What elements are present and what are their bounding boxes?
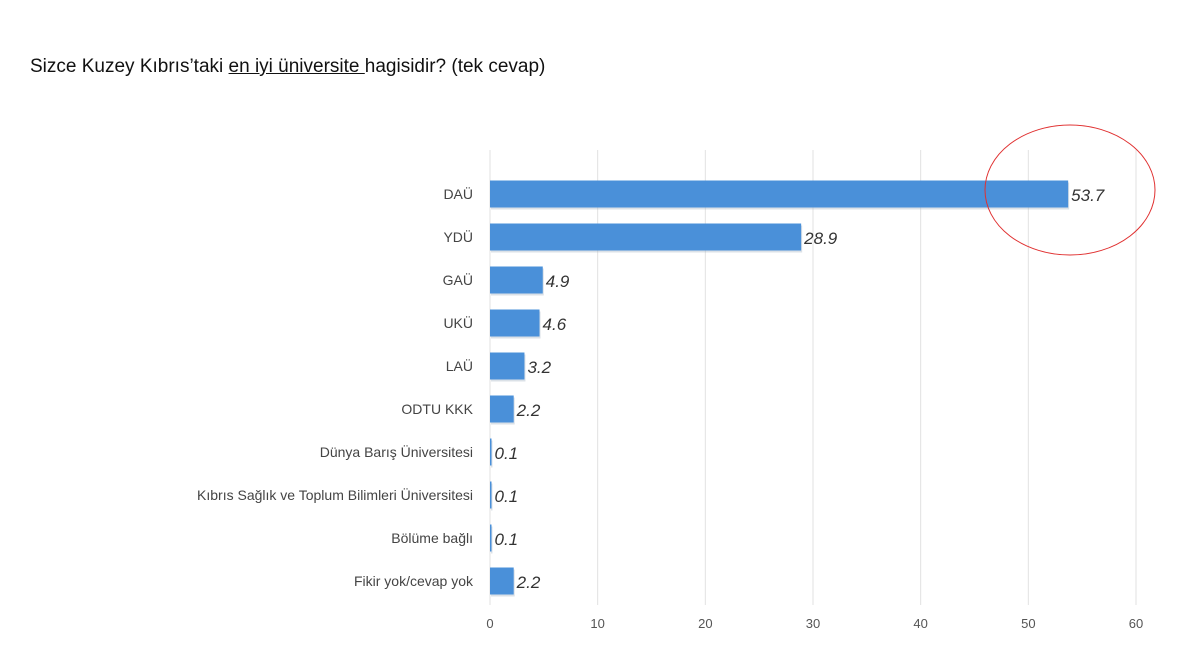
category-label: GAÜ <box>443 271 473 288</box>
data-label: 3.2 <box>527 358 551 377</box>
category-label: DAÜ <box>443 185 473 202</box>
category-label: Fikir yok/cevap yok <box>354 573 474 589</box>
data-label: 0.1 <box>495 530 519 549</box>
bar <box>490 266 543 294</box>
data-label: 28.9 <box>803 229 838 248</box>
category-label: Kıbrıs Sağlık ve Toplum Bilimleri Üniver… <box>197 486 473 503</box>
category-label: UKÜ <box>443 314 473 331</box>
x-tick-label: 0 <box>486 616 493 631</box>
data-label: 4.9 <box>546 272 570 291</box>
category-label: Dünya Barış Üniversitesi <box>320 443 473 460</box>
data-label: 53.7 <box>1071 186 1105 205</box>
title-underlined-text: en iyi üniversite <box>228 56 365 77</box>
x-tick-label: 60 <box>1129 616 1143 631</box>
x-tick-label: 40 <box>913 616 927 631</box>
bar-shadow <box>491 526 493 554</box>
category-label: Bölüme bağlı <box>391 530 473 546</box>
bar <box>490 180 1069 208</box>
title-text-end: hagisidir? (tek cevap) <box>364 56 546 77</box>
bar <box>490 395 514 423</box>
x-tick-label: 50 <box>1021 616 1035 631</box>
category-label: LAÜ <box>446 357 473 374</box>
data-label: 0.1 <box>495 487 519 506</box>
title-text: Sizce Kuzey Kıbrıs’taki <box>30 56 229 77</box>
chart-title: Sizce Kuzey Kıbrıs’taki en iyi üniversit… <box>30 56 545 78</box>
bar <box>490 481 492 509</box>
x-tick-label: 10 <box>590 616 604 631</box>
data-label: 2.2 <box>516 401 541 420</box>
x-tick-label: 20 <box>698 616 712 631</box>
data-label: 2.2 <box>516 573 541 592</box>
bar-shadow <box>491 440 493 468</box>
x-tick-label: 30 <box>806 616 820 631</box>
bar <box>490 567 514 595</box>
bar <box>490 352 525 380</box>
data-label: 0.1 <box>495 444 519 463</box>
bar <box>490 524 492 552</box>
bar <box>490 223 802 251</box>
highlight-circle <box>984 124 1156 256</box>
bar <box>490 438 492 466</box>
data-label: 4.6 <box>543 315 567 334</box>
bar-shadow <box>491 483 493 511</box>
category-label: YDÜ <box>443 228 473 245</box>
bar <box>490 309 540 337</box>
category-label: ODTU KKK <box>401 401 473 417</box>
